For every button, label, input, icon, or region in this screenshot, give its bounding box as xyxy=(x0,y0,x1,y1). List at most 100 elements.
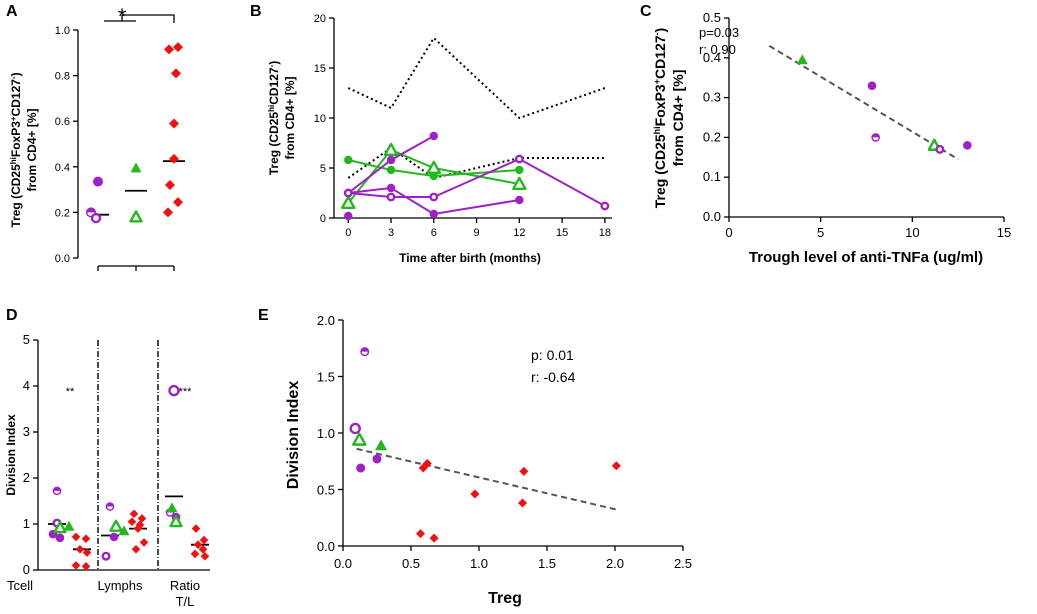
chart-b-point xyxy=(386,155,396,165)
chart-c-xlabel: Trough level of anti-TNFa (ug/ml) xyxy=(749,249,983,266)
chart-c-xtick-label: 15 xyxy=(997,225,1011,240)
chart-a-point xyxy=(163,207,173,218)
chart-b-xtick-label: 12 xyxy=(513,227,525,239)
chart-a-ytick-label: 0.0 xyxy=(55,253,70,265)
chart-b-xlabel: Time after birth (months) xyxy=(399,251,541,265)
chart-d-ylabel: Division Index xyxy=(4,414,18,496)
chart-a-point xyxy=(164,44,174,55)
chart-c-ytick-label: 0.4 xyxy=(703,50,721,65)
chart-d-point xyxy=(168,384,180,397)
chart-a-ylabel: Treg (CD25hiFoxP3+CD127-) xyxy=(9,72,24,227)
chart-d-point xyxy=(191,524,201,533)
chart-b-ytick-label: 20 xyxy=(314,13,326,25)
chart-c-point xyxy=(871,133,880,142)
chart-d-point xyxy=(52,486,62,496)
chart-c-point xyxy=(963,141,972,150)
chart-a-ytick-label: 0.8 xyxy=(55,71,70,83)
chart-e-xlabel: Treg xyxy=(488,590,522,607)
chart-e-point xyxy=(470,489,480,499)
chart-d-point xyxy=(109,532,119,542)
chart-a: Treg (CD25hiFoxP3+CD127-) from CD4+ [%] … xyxy=(9,4,185,271)
chart-c-ytick-label: 0.5 xyxy=(703,10,721,25)
chart-b-point xyxy=(600,201,610,211)
chart-e-point xyxy=(360,347,370,357)
chart-d-point xyxy=(137,514,147,523)
chart-e-point xyxy=(352,432,367,446)
chart-d-point xyxy=(139,538,149,547)
chart-e-point xyxy=(372,454,382,464)
chart-c-point xyxy=(796,54,808,65)
chart-e-point xyxy=(611,461,621,471)
chart-e-point xyxy=(429,533,439,543)
chart-b-ytick-label: 10 xyxy=(314,113,326,125)
chart-c-trendline xyxy=(768,45,959,161)
chart-e-xtick-label: 1.0 xyxy=(470,556,488,571)
chart-e-pvalue: p: 0.01 xyxy=(531,347,574,363)
panel-label-a: A xyxy=(6,3,18,20)
chart-b-xtick-label: 15 xyxy=(556,227,568,239)
chart-e-xtick-label: 1.5 xyxy=(538,556,556,571)
chart-c-ylabel-line2: from CD4+ [%] xyxy=(670,70,686,167)
chart-d-significance: ** xyxy=(66,386,75,398)
chart-d-point xyxy=(131,545,141,554)
chart-d-point xyxy=(118,525,130,536)
chart-d-ytick-label: 4 xyxy=(23,378,30,393)
chart-d-point xyxy=(133,524,143,533)
chart-d-category-label: Lymphs xyxy=(97,578,143,593)
chart-d-category-label: Tcell xyxy=(7,578,33,593)
chart-a-point xyxy=(130,162,142,173)
chart-b-point xyxy=(514,154,524,164)
chart-a-ytick-label: 0.6 xyxy=(55,116,70,128)
chart-c-point xyxy=(935,144,945,154)
chart-d-ytick-label: 0 xyxy=(23,562,30,577)
chart-a-point xyxy=(173,197,183,208)
chart-c-xtick-label: 5 xyxy=(817,225,824,240)
chart-a-point xyxy=(169,118,179,129)
panel-label-e: E xyxy=(258,307,269,324)
chart-e-ytick-label: 0.0 xyxy=(317,539,335,554)
chart-c-xtick-label: 0 xyxy=(725,225,732,240)
chart-e-rvalue: r: -0.64 xyxy=(531,369,576,385)
chart-b: Treg (CD25hiCD127-) from CD4+ [%] Time a… xyxy=(267,13,612,265)
chart-d-point xyxy=(71,532,81,542)
chart-b-ytick-label: 15 xyxy=(314,63,326,75)
chart-d-point xyxy=(71,561,81,570)
chart-e-point xyxy=(356,463,366,473)
chart-e-xtick-label: 2.5 xyxy=(674,556,692,571)
chart-c-pvalue: p=0.03 xyxy=(699,25,739,40)
chart-c: Treg (CD25hiFoxP3+CD127-) from CD4+ [%] … xyxy=(652,10,1011,266)
chart-b-point xyxy=(386,192,396,202)
chart-c-ytick-label: 0.3 xyxy=(703,90,721,105)
chart-c-ytick-label: 0.1 xyxy=(703,169,721,184)
chart-c-ylabel: Treg (CD25hiFoxP3+CD127-) xyxy=(652,28,668,208)
chart-a-point xyxy=(93,176,103,187)
chart-b-point xyxy=(341,195,356,210)
chart-b-ylabel-line2: from CD4+ [%] xyxy=(283,76,297,159)
panel-label-c: C xyxy=(640,3,652,20)
chart-e-point xyxy=(375,439,388,451)
chart-b-point xyxy=(512,176,527,191)
chart-c-ytick-label: 0.2 xyxy=(703,129,721,144)
chart-e-xtick-label: 0.0 xyxy=(334,556,352,571)
chart-e: Division Index Treg p: 0.01 r: -0.64 0.0… xyxy=(285,313,692,607)
chart-e-point xyxy=(518,498,528,508)
chart-c-rvalue: r: 0.90 xyxy=(699,42,736,57)
chart-d-significance: *** xyxy=(179,386,193,398)
chart-b-point xyxy=(344,155,353,165)
chart-d-point xyxy=(127,517,137,526)
chart-d-category-label-line2: T/L xyxy=(176,594,195,609)
chart-b-xtick-label: 6 xyxy=(431,227,437,239)
chart-d-ytick-label: 1 xyxy=(23,516,30,531)
chart-d-point xyxy=(105,502,115,511)
chart-e-ylabel: Division Index xyxy=(285,381,302,490)
chart-b-point xyxy=(344,211,353,221)
chart-e-ytick-label: 2.0 xyxy=(317,313,335,328)
panel-label-b: B xyxy=(250,3,262,20)
chart-d-point xyxy=(101,551,111,561)
chart-b-point xyxy=(515,195,524,205)
chart-a-bracket-right xyxy=(122,14,175,23)
chart-a-ytick-label: 0.2 xyxy=(55,207,70,219)
chart-c-xtick-label: 10 xyxy=(905,225,919,240)
